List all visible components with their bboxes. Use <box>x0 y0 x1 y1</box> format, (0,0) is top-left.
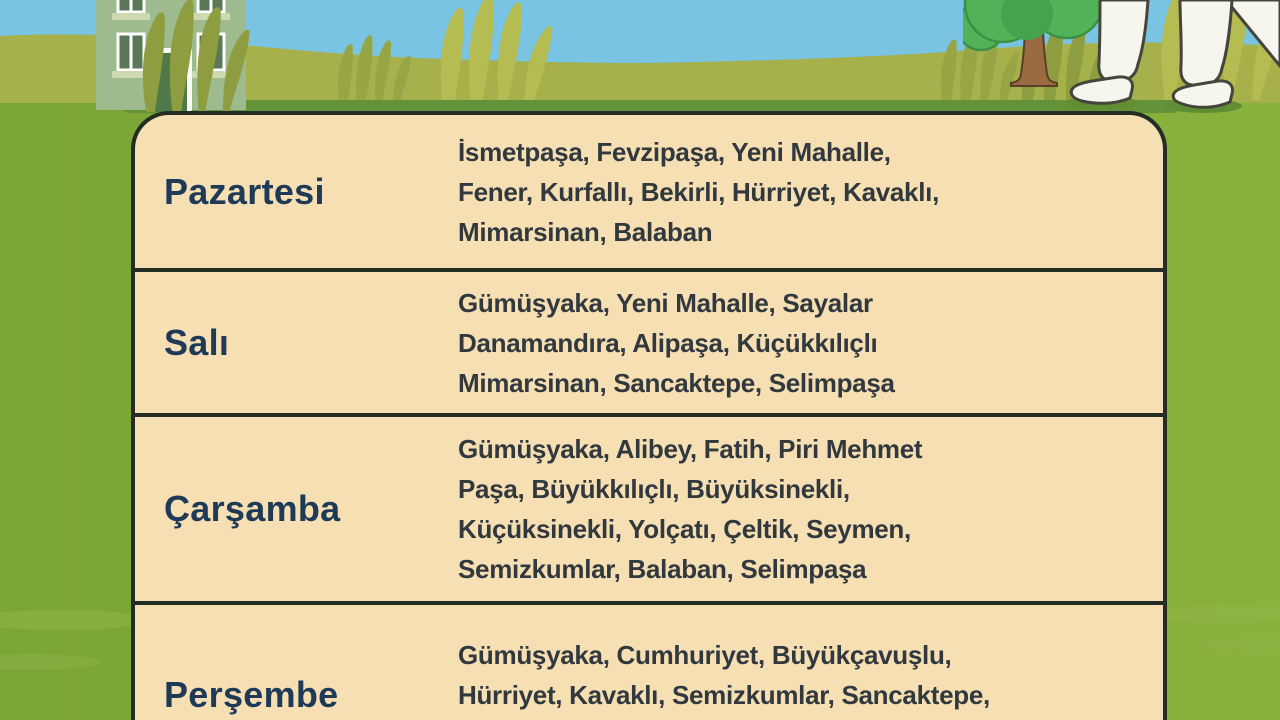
table-row: Pazartesi İsmetpaşa, Fevzipaşa, Yeni Mah… <box>135 115 1163 268</box>
day-label: Pazartesi <box>164 170 325 212</box>
tree-illustration <box>963 0 1105 87</box>
house-illustration <box>96 0 246 112</box>
schedule-table: Pazartesi İsmetpaşa, Fevzipaşa, Yeni Mah… <box>131 111 1167 720</box>
district-list: Gümüşyaka, Cumhuriyet, Büyükçavuşlu, Hür… <box>458 640 990 710</box>
table-row: Perşembe Gümüşyaka, Cumhuriyet, Büyükçav… <box>135 601 1163 720</box>
walking-person-legs-illustration <box>1066 0 1280 113</box>
table-row: Salı Gümüşyaka, Yeni Mahalle, Sayalar Da… <box>135 268 1163 413</box>
district-list: Gümüşyaka, Yeni Mahalle, Sayalar Danaman… <box>458 287 895 398</box>
district-list: Gümüşyaka, Alibey, Fatih, Piri Mehmet Pa… <box>458 434 923 584</box>
district-list: İsmetpaşa, Fevzipaşa, Yeni Mahalle, Fene… <box>458 136 939 247</box>
table-row: Çarşamba Gümüşyaka, Alibey, Fatih, Piri … <box>135 413 1163 601</box>
day-label: Salı <box>164 321 230 363</box>
day-label: Perşembe <box>164 674 339 715</box>
grass-highlight <box>0 605 1280 670</box>
day-label: Çarşamba <box>164 488 341 529</box>
table-ground-shadow <box>123 100 1179 113</box>
